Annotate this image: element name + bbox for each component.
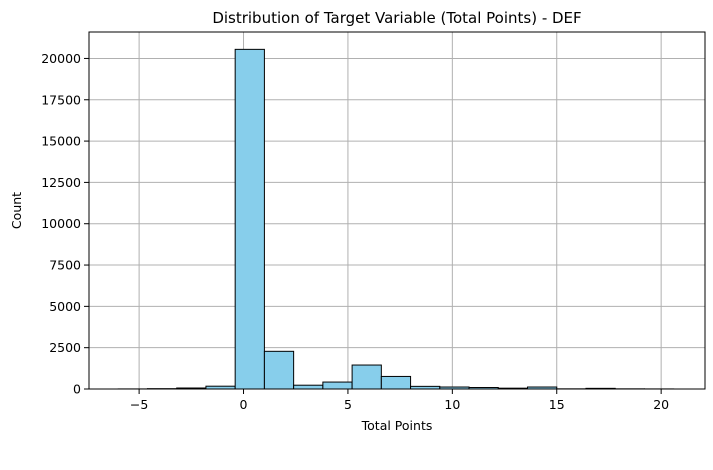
histogram-bar bbox=[293, 384, 324, 390]
y-tick-label: 7500 bbox=[49, 258, 81, 273]
y-axis-label: Count bbox=[9, 192, 24, 229]
histogram-bar bbox=[263, 350, 295, 390]
y-tick-label: 20000 bbox=[41, 51, 81, 66]
y-tick-label: 12500 bbox=[41, 175, 81, 190]
x-tick-label: 20 bbox=[653, 397, 669, 412]
bars-layer bbox=[117, 48, 675, 390]
x-tick-label: 5 bbox=[344, 397, 352, 412]
x-ticks: −5 0 5 10 15 20 bbox=[130, 389, 669, 412]
y-ticks: 0 2500 5000 7500 10000 12500 15000 17500 20000 bbox=[41, 51, 89, 397]
y-tick-label: 17500 bbox=[41, 92, 81, 107]
histogram-bar bbox=[322, 381, 353, 390]
x-tick-label: 0 bbox=[240, 397, 248, 412]
y-tick-label: 0 bbox=[73, 382, 81, 397]
x-tick-label: 15 bbox=[549, 397, 565, 412]
histogram-bar bbox=[380, 375, 412, 390]
plot-frame bbox=[88, 31, 706, 390]
histogram-bar bbox=[351, 364, 382, 390]
y-tick-label: 2500 bbox=[49, 340, 81, 355]
grid-layer bbox=[89, 32, 705, 390]
y-tick-label: 10000 bbox=[41, 216, 81, 231]
y-tick-label: 5000 bbox=[49, 299, 81, 314]
y-tick-label: 15000 bbox=[41, 134, 81, 149]
x-tick-label: 10 bbox=[444, 397, 460, 412]
x-axis-label: Total Points bbox=[361, 418, 433, 433]
histogram-bar bbox=[234, 48, 265, 390]
x-tick-label: −5 bbox=[130, 397, 148, 412]
chart-title: Distribution of Target Variable (Total P… bbox=[212, 9, 581, 27]
